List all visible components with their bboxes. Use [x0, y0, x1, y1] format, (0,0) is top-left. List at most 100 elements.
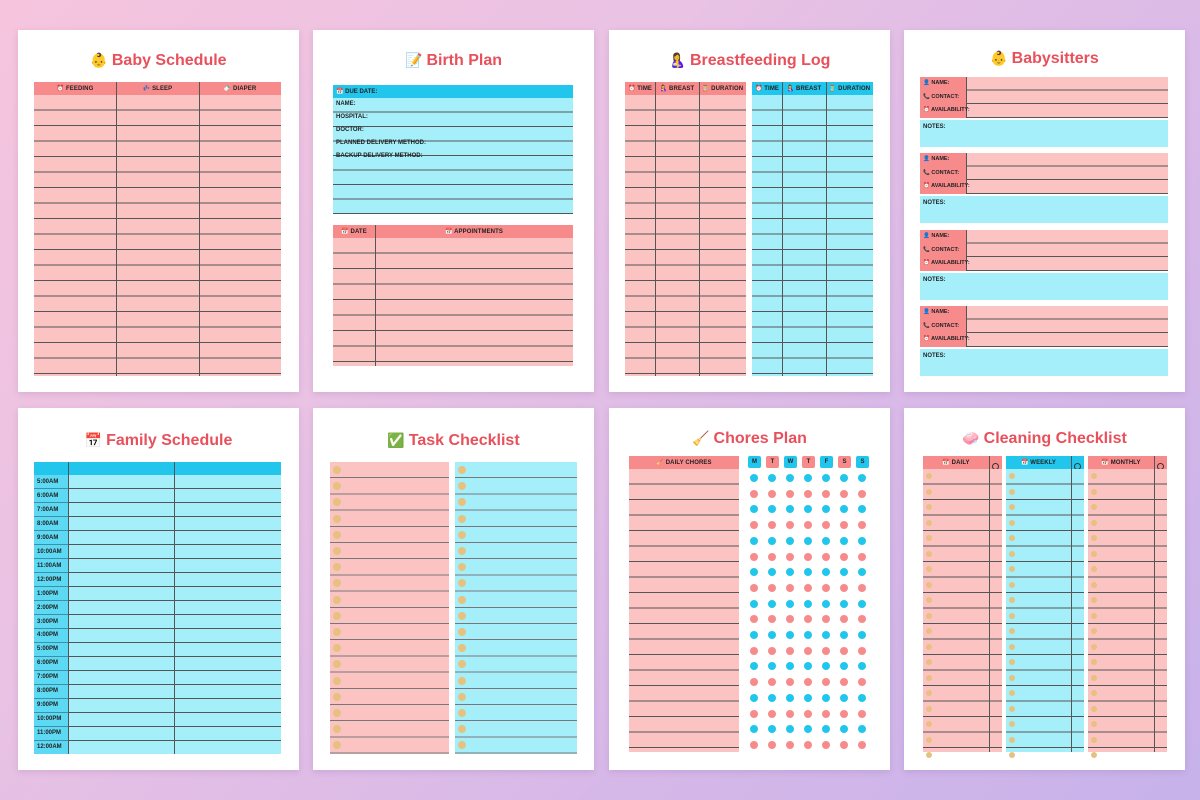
chore-day-checkbox[interactable] [768, 646, 776, 655]
checkbox-circle[interactable] [1091, 674, 1097, 681]
checkbox-circle[interactable] [1091, 504, 1097, 510]
chore-day-checkbox[interactable] [822, 725, 830, 734]
checkbox-circle[interactable] [926, 643, 932, 650]
checkbox-circle[interactable] [1009, 504, 1015, 510]
checkbox-circle[interactable] [1009, 488, 1015, 495]
chore-day-checkbox[interactable] [768, 709, 776, 718]
chore-day-checkbox[interactable] [768, 615, 776, 624]
chore-day-checkbox[interactable] [768, 583, 776, 592]
appointments-grid[interactable] [333, 238, 573, 366]
babysitter-info[interactable]: 👤 NAME: 📞 CONTACT: ⏰ AVAILABILITY: [920, 230, 1168, 271]
chore-day-checkbox[interactable] [804, 678, 812, 687]
chore-day-checkbox[interactable] [786, 505, 794, 514]
chore-day-checkbox[interactable] [822, 662, 830, 671]
checkbox-circle[interactable] [1009, 736, 1015, 743]
chore-day-checkbox[interactable] [858, 536, 866, 545]
chore-day-checkbox[interactable] [750, 631, 758, 639]
checkbox-circle[interactable] [1009, 690, 1015, 696]
chore-day-checkbox[interactable] [840, 583, 848, 592]
chore-day-checkbox[interactable] [840, 568, 848, 577]
cleaning-monthly-list[interactable] [1088, 469, 1167, 758]
chore-day-checkbox[interactable] [840, 678, 848, 687]
checkbox-circle[interactable] [926, 597, 932, 603]
chore-day-checkbox[interactable] [840, 709, 848, 718]
chore-day-checkbox[interactable] [822, 693, 830, 702]
checkbox-circle[interactable] [926, 566, 932, 572]
checkbox-circle[interactable] [333, 563, 341, 572]
chore-day-checkbox[interactable] [786, 725, 794, 734]
checkbox-circle[interactable] [1091, 705, 1097, 712]
chore-day-checkbox[interactable] [822, 631, 830, 639]
checkbox-circle[interactable] [458, 563, 466, 572]
chore-day-checkbox[interactable] [750, 536, 758, 545]
checkbox-circle[interactable] [458, 482, 466, 491]
chore-day-checkbox[interactable] [840, 693, 848, 702]
checkbox-circle[interactable] [458, 709, 466, 717]
chore-day-checkbox[interactable] [822, 678, 830, 687]
chore-day-checkbox[interactable] [858, 489, 866, 498]
chore-day-checkbox[interactable] [786, 740, 794, 749]
chore-day-checkbox[interactable] [804, 552, 812, 561]
checkbox-circle[interactable] [926, 473, 932, 479]
checkbox-circle[interactable] [1009, 674, 1015, 681]
checkbox-circle[interactable] [1091, 535, 1097, 541]
chore-day-checkbox[interactable] [750, 489, 758, 498]
chore-day-checkbox[interactable] [840, 521, 848, 530]
due-date-row[interactable]: 📅 DUE DATE: [333, 85, 573, 98]
chore-day-checkbox[interactable] [786, 521, 794, 530]
chore-day-checkbox[interactable] [786, 678, 794, 687]
chore-day-checkbox[interactable] [768, 678, 776, 687]
chore-day-checkbox[interactable] [822, 568, 830, 577]
chore-day-checkbox[interactable] [768, 740, 776, 749]
cleaning-daily-list[interactable] [923, 469, 1002, 758]
babysitter-notes[interactable]: NOTES: [920, 120, 1168, 147]
chore-day-checkbox[interactable] [804, 740, 812, 749]
chore-day-checkbox[interactable] [858, 709, 866, 718]
checkbox-circle[interactable] [926, 736, 932, 743]
chore-day-checkbox[interactable] [858, 568, 866, 577]
chore-day-checkbox[interactable] [786, 631, 794, 639]
checkbox-circle[interactable] [333, 595, 341, 604]
checkbox-circle[interactable] [1091, 519, 1097, 526]
checkbox-circle[interactable] [333, 611, 341, 620]
checkbox-circle[interactable] [1091, 643, 1097, 650]
checkbox-circle[interactable] [1091, 597, 1097, 603]
checkbox-circle[interactable] [926, 752, 932, 758]
checkbox-circle[interactable] [926, 581, 932, 588]
breastfeeding-right-grid[interactable] [752, 95, 873, 376]
checkbox-circle[interactable] [458, 644, 466, 653]
checkbox-circle[interactable] [1091, 659, 1097, 665]
checkbox-circle[interactable] [1091, 581, 1097, 588]
chore-day-checkbox[interactable] [786, 552, 794, 561]
checkbox-circle[interactable] [1009, 550, 1015, 557]
chore-day-checkbox[interactable] [858, 631, 866, 639]
chore-day-checkbox[interactable] [858, 646, 866, 655]
chore-day-checkbox[interactable] [822, 615, 830, 624]
checkbox-circle[interactable] [1091, 612, 1097, 619]
chore-day-checkbox[interactable] [804, 599, 812, 608]
checkbox-circle[interactable] [333, 676, 341, 685]
chore-day-checkbox[interactable] [840, 725, 848, 734]
chore-day-checkbox[interactable] [768, 725, 776, 734]
chore-day-checkbox[interactable] [768, 631, 776, 639]
checkbox-circle[interactable] [1091, 628, 1097, 634]
checkbox-circle[interactable] [458, 611, 466, 620]
checkbox-circle[interactable] [1009, 705, 1015, 712]
chore-day-checkbox[interactable] [804, 521, 812, 530]
chore-day-checkbox[interactable] [822, 646, 830, 655]
checkbox-circle[interactable] [458, 676, 466, 685]
checkbox-circle[interactable] [333, 644, 341, 653]
chore-day-checkbox[interactable] [822, 709, 830, 718]
checkbox-circle[interactable] [926, 705, 932, 712]
chore-day-checkbox[interactable] [786, 474, 794, 482]
checkbox-circle[interactable] [1091, 566, 1097, 572]
chore-day-checkbox[interactable] [750, 615, 758, 624]
checkbox-circle[interactable] [926, 690, 932, 696]
birth-plan-fields[interactable]: NAME: HOSPITAL: DOCTOR: PLANNED DELIVERY… [333, 98, 573, 214]
checkbox-circle[interactable] [926, 550, 932, 557]
checkbox-circle[interactable] [1091, 690, 1097, 696]
chore-day-checkbox[interactable] [804, 474, 812, 482]
checkbox-circle[interactable] [1009, 581, 1015, 588]
chore-day-checkbox[interactable] [786, 646, 794, 655]
checkbox-circle[interactable] [926, 674, 932, 681]
